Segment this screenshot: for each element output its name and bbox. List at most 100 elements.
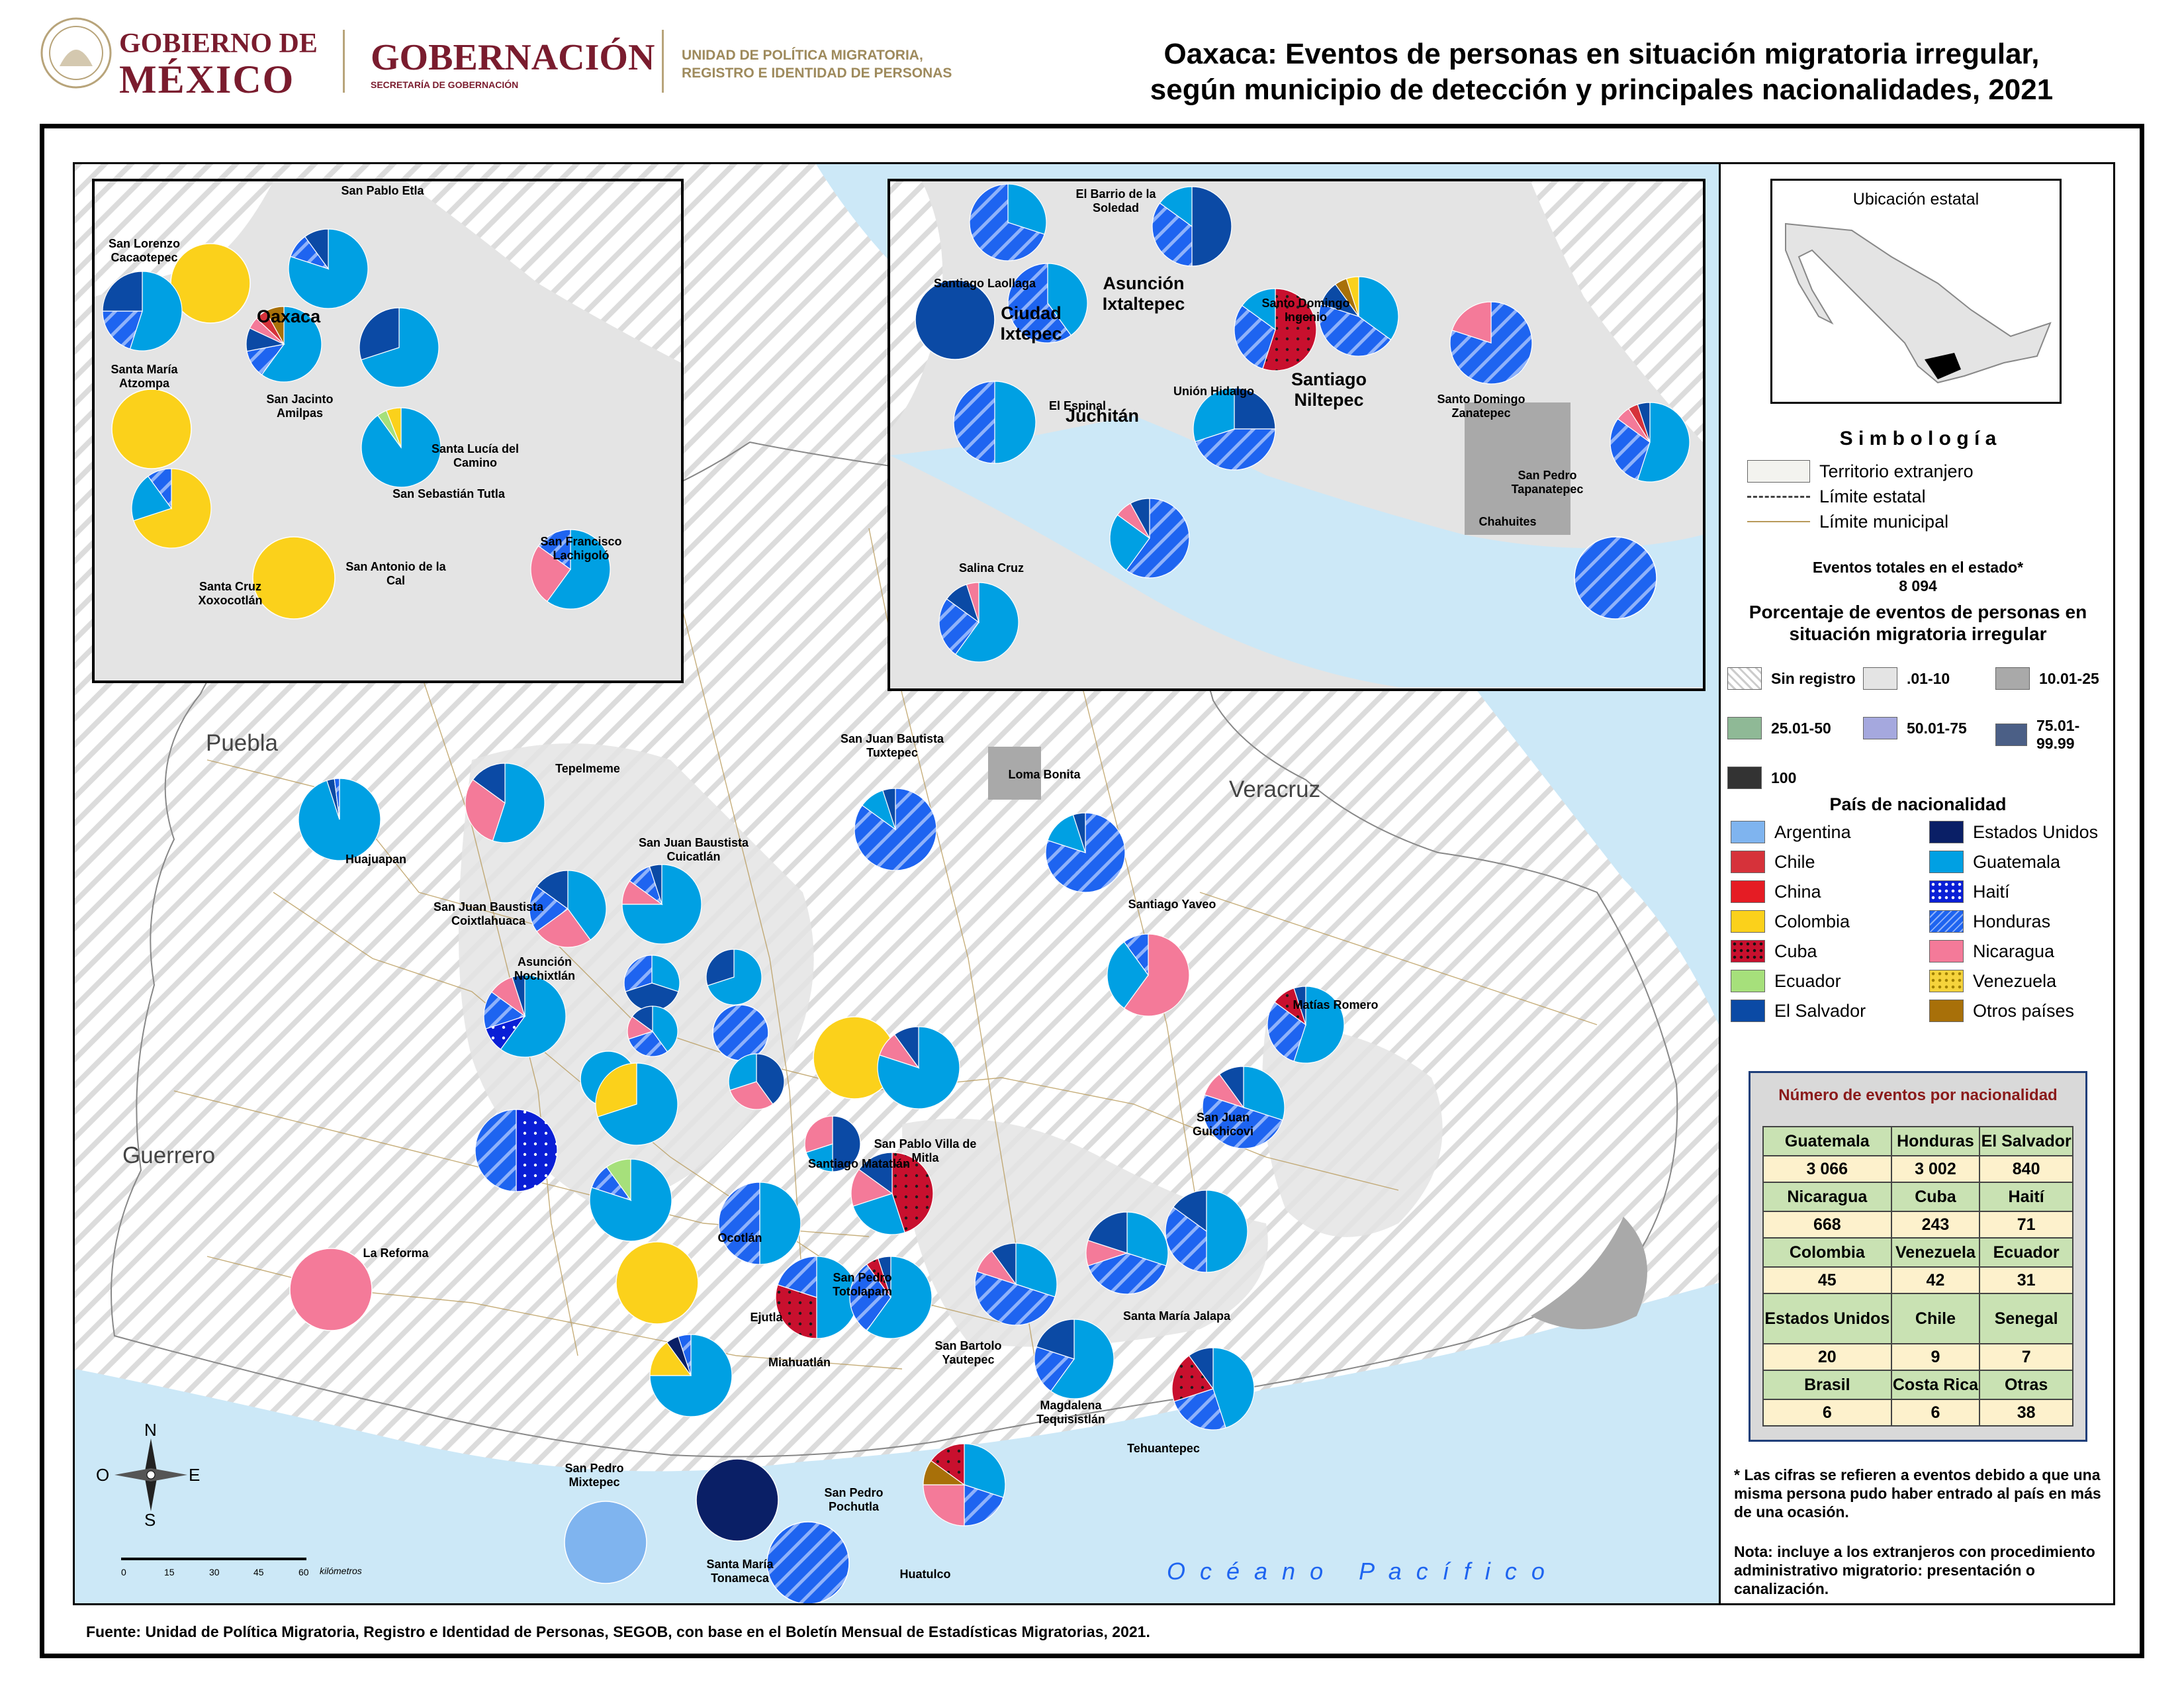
class-label: 50.01-75 — [1907, 719, 1967, 737]
pie-slice-hon — [974, 1271, 1056, 1326]
pie-slice-gua — [994, 381, 1036, 464]
pie-slice-sal — [1173, 1190, 1207, 1233]
map-canvas — [75, 164, 1719, 1603]
nationality-label: Otros países — [1973, 1000, 2075, 1021]
chahuites-municipality — [1531, 1217, 1647, 1329]
source-note: Fuente: Unidad de Política Migratoria, R… — [86, 1623, 1150, 1640]
pie-chart — [1449, 301, 1533, 385]
counts-country-cell: Venezuela — [1890, 1237, 1981, 1268]
pie-slice-gua — [1015, 1243, 1058, 1297]
pie-chart — [298, 778, 381, 861]
agency-sub: SECRETARÍA DE GOBERNACIÓN — [371, 79, 519, 90]
pie-slice-hon — [938, 598, 979, 655]
municipality-label: La Reforma — [363, 1246, 429, 1260]
pie-slice-hon — [1007, 263, 1072, 344]
nationality-swatch — [1929, 851, 1964, 873]
pie-slice-hon — [1034, 1346, 1075, 1392]
counts-table-title: Número de eventos por nacionalidad — [1778, 1086, 2058, 1104]
pie-slice-hon — [1610, 418, 1651, 481]
pie-slice-gua — [567, 870, 607, 941]
pie-slice-nic — [289, 1248, 373, 1331]
pie-slice-gua — [361, 307, 439, 388]
municipality-label: Loma Bonita — [1008, 768, 1081, 781]
pie-slice-gua — [1193, 387, 1235, 442]
pie-chart — [589, 1158, 672, 1242]
pie-slice-nic — [530, 545, 571, 602]
counts-country-cell: Guatemala — [1762, 1126, 1892, 1156]
pie-slice-gua — [1107, 941, 1149, 1009]
pie-chart — [938, 582, 1019, 663]
pie-chart — [923, 1443, 1006, 1526]
nationality-item: Cuba — [1731, 940, 1817, 962]
municipality-label: Huatulco — [899, 1568, 951, 1581]
pie-slice-cub — [931, 1443, 965, 1486]
pie-slice-hon — [1087, 1252, 1167, 1295]
nationality-swatch — [1731, 1000, 1765, 1022]
pie-slice-arg — [564, 1501, 647, 1584]
counts-value-cell: 3 002 — [1890, 1155, 1981, 1183]
municipality-label: San Pedro Pochutla — [824, 1486, 884, 1513]
counts-header-row: Guatemala Honduras El Salvador — [1762, 1126, 2073, 1156]
pie-chart — [804, 1115, 861, 1172]
pie-chart — [1107, 933, 1190, 1017]
symbology-list: Territorio extranjero Límite estatal Lím… — [1747, 459, 1974, 534]
inset-oaxaca-municipality-label: Santa Lucía del Camino — [431, 442, 520, 469]
class-label: 100 — [1771, 769, 1797, 786]
pie-slice-col — [595, 1062, 637, 1117]
nationality-swatch — [1929, 910, 1964, 933]
pie-chart — [465, 763, 545, 843]
header-divider — [343, 30, 345, 93]
class-label: Sin registro — [1771, 669, 1856, 687]
pie-slice-nic — [1451, 301, 1492, 344]
inset-city-niltepec: Santiago Niltepec — [1291, 369, 1367, 410]
counts-country-cell: Estados Unidos — [1762, 1293, 1892, 1344]
pie-slice-cub — [1262, 288, 1317, 371]
state-line-swatch — [1747, 495, 1810, 498]
nationality-swatch — [1929, 1000, 1964, 1022]
pie-slice-sal — [1130, 498, 1150, 539]
pie-slice-gua — [1212, 1347, 1255, 1429]
pie-slice-gua — [288, 228, 369, 309]
pie-slice-hon — [712, 1004, 769, 1061]
pie-slice-gua — [1637, 402, 1690, 483]
municipality-label: Matías Romero — [1293, 998, 1379, 1011]
pie-chart — [111, 389, 192, 469]
counts-value-cell: 243 — [1890, 1211, 1981, 1239]
pie-chart — [1318, 276, 1399, 357]
class-swatch — [1727, 717, 1762, 739]
pie-charts-layer — [75, 164, 1719, 1603]
class-swatch — [1727, 767, 1762, 789]
scale-tick-15: 15 — [164, 1567, 175, 1577]
istmo-foreign-hatch-2 — [1531, 181, 1703, 442]
pie-slice-sal — [1087, 1211, 1128, 1254]
nationality-label: Argentina — [1774, 821, 1851, 842]
counts-country-cell: Nicaragua — [1762, 1182, 1892, 1212]
pie-slice-gua — [707, 949, 762, 1006]
sym-foreign: Territorio extranjero — [1747, 459, 1974, 484]
scale-tick-0: 0 — [121, 1567, 126, 1577]
counts-value-cell: 668 — [1762, 1211, 1892, 1239]
note: Nota: incluye a los extranjeros con proc… — [1734, 1543, 2095, 1597]
unit-line1: UNIDAD DE POLÍTICA MIGRATORIA, — [682, 48, 923, 63]
counts-header-row: Colombia Venezuela Ecuador — [1762, 1237, 2073, 1268]
pie-slice-sal — [1072, 812, 1086, 853]
pie-slice-sal — [1637, 402, 1651, 443]
pie-slice-hon — [475, 1109, 517, 1192]
nationality-item: Colombia — [1731, 910, 1850, 933]
pie-slice-hai — [516, 1109, 558, 1192]
counts-country-cell: El Salvador — [1979, 1126, 2073, 1156]
pacific-sea — [75, 1283, 1719, 1603]
pie-slice-hon — [969, 183, 1045, 261]
inset-city-ixtaltepec: Asunción Ixtaltepec — [1102, 273, 1185, 314]
pct-title-1: Porcentaje de eventos de personas en — [1749, 602, 2087, 622]
pie-chart — [850, 1152, 934, 1235]
nationality-swatch — [1731, 970, 1765, 992]
pie-chart — [1007, 263, 1088, 344]
counts-header-row: Estados Unidos Chile Senegal — [1762, 1293, 2073, 1344]
symbology-title: S i m b o l o g í a — [1839, 428, 1997, 449]
pie-chart — [1202, 1066, 1285, 1149]
pie-slice-gua — [1126, 1211, 1169, 1266]
class-label: .01-10 — [1907, 669, 1950, 687]
pie-svg — [102, 183, 1690, 1603]
pie-slice-sal — [512, 974, 525, 1017]
